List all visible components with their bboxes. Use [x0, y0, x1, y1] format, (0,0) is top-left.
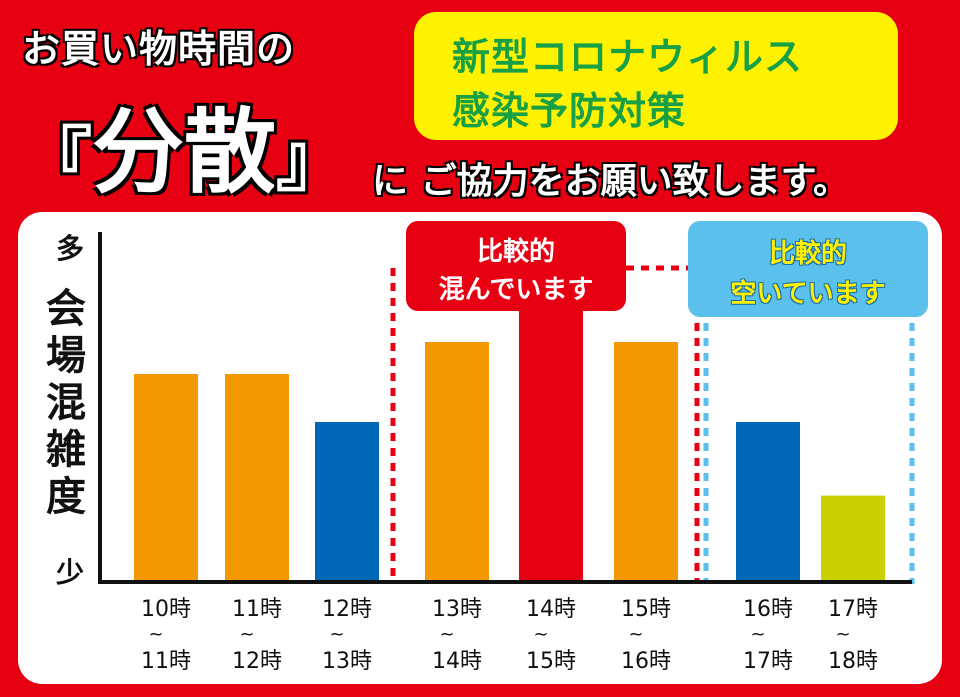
tick-label-sep-5: ~ [628, 624, 643, 645]
bar-6 [736, 422, 800, 582]
bar-1 [225, 374, 289, 582]
header-line3: に ご協力をお願い致します。 [372, 152, 849, 204]
y-axis-title-char-0: 会 [46, 286, 86, 332]
tick-label-sep-1: ~ [239, 624, 254, 645]
tick-label-to-2: 13時 [322, 649, 372, 674]
bar-0 [134, 374, 198, 582]
free-label: 比較的 空いています [688, 221, 928, 317]
header-request: ご協力をお願い致します。 [420, 161, 849, 202]
tick-label-from-4: 14時 [526, 597, 576, 622]
tick-label-from-0: 10時 [141, 597, 191, 622]
tick-label-to-6: 17時 [743, 649, 793, 674]
bar-3 [425, 342, 489, 582]
tick-label-sep-0: ~ [148, 624, 163, 645]
tick-label-sep-2: ~ [329, 624, 344, 645]
busy-label-line1: 比較的 [476, 237, 555, 267]
tick-label-to-3: 14時 [432, 649, 482, 674]
tick-label-from-5: 15時 [621, 597, 671, 622]
bar-4 [519, 300, 583, 582]
free-label-line2: 空いています [730, 279, 886, 309]
tick-label-from-1: 11時 [232, 597, 282, 622]
y-axis-title-char-4: 度 [46, 474, 86, 520]
header-keyword-block: 『分散』 [22, 78, 346, 211]
tick-label-sep-7: ~ [835, 624, 850, 645]
bar-7 [821, 495, 885, 582]
y-axis-title-char-2: 混 [46, 380, 86, 426]
bracket-left: 『 [22, 119, 92, 201]
bracket-right: 』 [276, 119, 347, 201]
tick-label-to-7: 18時 [828, 649, 878, 674]
y-label-top: 多 [56, 232, 84, 265]
tick-label-sep-3: ~ [439, 624, 454, 645]
notice-line1: 新型コロナウィルス [452, 35, 804, 79]
y-label-bottom: 少 [56, 556, 84, 589]
notice-line2: 感染予防対策 [452, 89, 687, 133]
bar-2 [315, 422, 379, 582]
covid-notice-box: 新型コロナウィルス 感染予防対策 [414, 12, 898, 140]
header-particle: に [372, 161, 409, 202]
y-axis-title-char-1: 場 [46, 333, 86, 379]
tick-label-to-5: 16時 [621, 649, 671, 674]
header-line1: お買い物時間の [22, 27, 296, 71]
tick-label-to-4: 15時 [526, 649, 576, 674]
tick-label-from-3: 13時 [432, 597, 482, 622]
busy-label-line2: 混んでいます [438, 275, 594, 305]
tick-label-to-1: 12時 [232, 649, 282, 674]
tick-label-from-2: 12時 [322, 597, 372, 622]
tick-label-from-7: 17時 [828, 597, 878, 622]
y-axis-title-char-3: 雑 [45, 427, 86, 473]
tick-label-from-6: 16時 [743, 597, 793, 622]
busy-label: 比較的 混んでいます [406, 221, 626, 311]
header-keyword: 分散 [92, 99, 277, 206]
bar-5 [614, 342, 678, 582]
free-label-line1: 比較的 [768, 239, 847, 269]
tick-label-to-0: 11時 [141, 649, 191, 674]
tick-label-sep-4: ~ [533, 624, 548, 645]
tick-label-sep-6: ~ [750, 624, 765, 645]
